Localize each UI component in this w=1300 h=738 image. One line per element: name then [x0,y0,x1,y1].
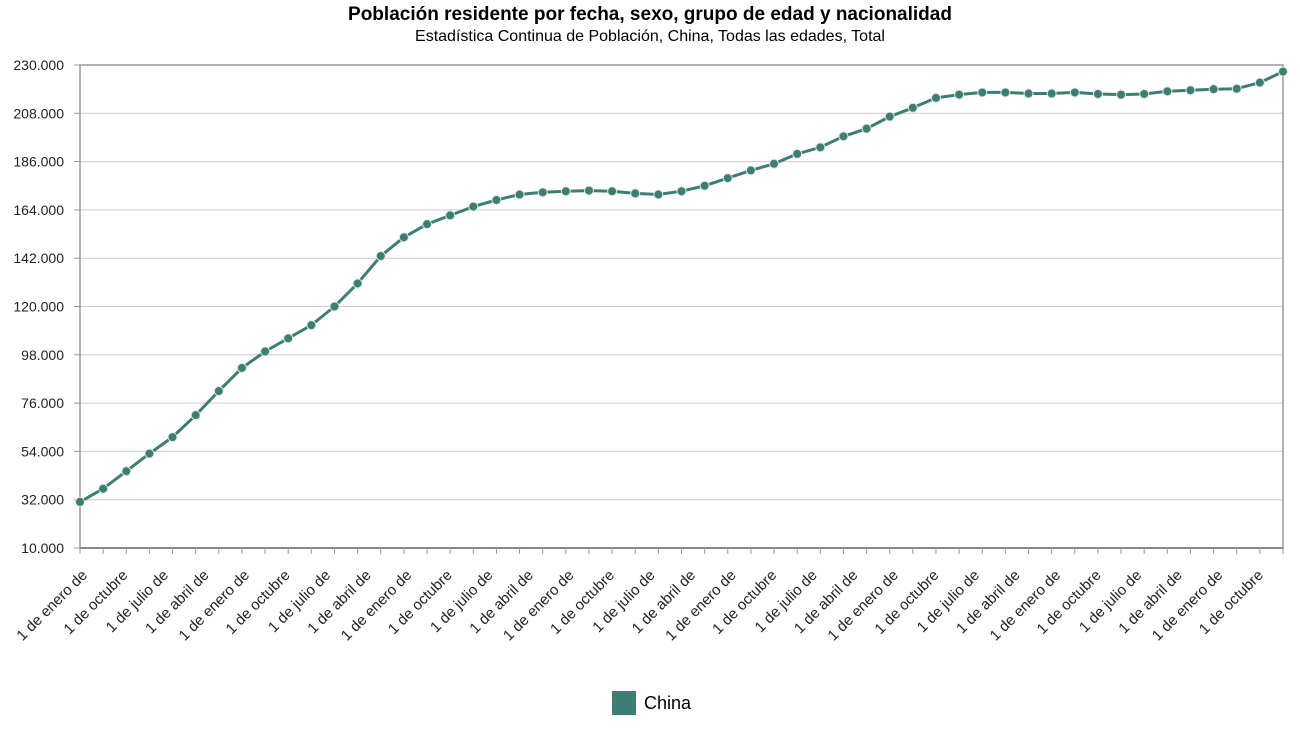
data-point [954,89,965,100]
y-tick-label: 120.000 [13,299,64,315]
data-point [977,87,988,98]
legend-swatch-china [612,691,636,715]
data-point [283,333,294,344]
data-point [190,410,201,421]
data-point [676,186,687,197]
x-tick-label: 1 de enero de [338,567,415,644]
series-china [75,66,1288,507]
data-point [907,102,918,113]
data-point [236,362,247,373]
y-tick-label: 186.000 [13,154,64,170]
data-point [861,123,872,134]
data-point [769,158,780,169]
data-point [815,142,826,153]
legend-label-china: China [644,692,692,713]
x-tick-label: 1 de enero de [500,567,577,644]
data-point [75,496,85,507]
data-point [792,148,803,159]
data-point [1116,89,1127,100]
data-point [352,278,363,289]
data-point [329,301,340,312]
data-point [1069,87,1080,98]
y-tick-label: 208.000 [13,105,64,121]
y-tick-label: 54.000 [21,443,64,459]
legend: China [612,691,691,715]
y-tick-labels: 230.000 208.000 186.000 164.000 142.000 120.0… [13,57,64,556]
data-point [1278,66,1288,77]
data-point [607,186,618,197]
x-tick-label: 1 de enero de [13,567,90,644]
data-point [1231,83,1242,94]
data-point [514,189,525,200]
data-point [422,219,433,230]
data-point [653,189,664,200]
y-tick-label: 142.000 [13,250,64,266]
data-point [1254,77,1265,88]
data-point [144,448,155,459]
chart-subtitle: Estadística Continua de Población, China… [415,28,885,45]
data-point [1023,88,1034,99]
data-point [445,210,456,221]
data-point [167,432,178,443]
data-point [491,195,502,206]
x-tick-label: 1 de enero de [987,567,1064,644]
data-point [1162,86,1173,97]
data-point [306,320,317,331]
data-point [1000,87,1011,98]
y-tick-label: 98.000 [21,347,64,363]
data-point [121,466,132,477]
data-point [213,386,224,397]
x-tick-label: 1 de enero de [824,567,901,644]
y-tick-label: 32.000 [21,492,64,508]
data-point [630,188,641,199]
data-point [468,201,479,212]
data-point [1208,84,1219,95]
y-tick-label: 230.000 [13,57,64,73]
data-point [560,186,571,197]
chart-title: Población residente por fecha, sexo, gru… [348,4,952,25]
data-point [375,251,386,262]
data-point [1139,88,1150,99]
x-tick-label: 1 de enero de [1149,567,1226,644]
x-tick-label: 1 de enero de [176,567,253,644]
data-point [260,346,271,357]
data-point [722,173,733,184]
data-point [537,187,548,198]
y-tick-label: 10.000 [21,540,64,556]
data-point [930,92,941,103]
data-point [583,185,594,196]
y-tick-label: 164.000 [13,202,64,218]
data-point [1046,88,1057,99]
data-point [398,232,409,243]
grid-lines [80,64,1283,549]
axes [74,64,1284,554]
data-point [699,180,710,191]
data-point [745,165,756,176]
data-point [1185,85,1196,96]
x-tick-label: 1 de enero de [662,567,739,644]
data-point [838,131,849,142]
data-point [1092,88,1103,99]
series-line-china [78,70,1285,504]
data-point [884,111,895,122]
data-point [98,483,109,494]
y-tick-label: 76.000 [21,395,64,411]
